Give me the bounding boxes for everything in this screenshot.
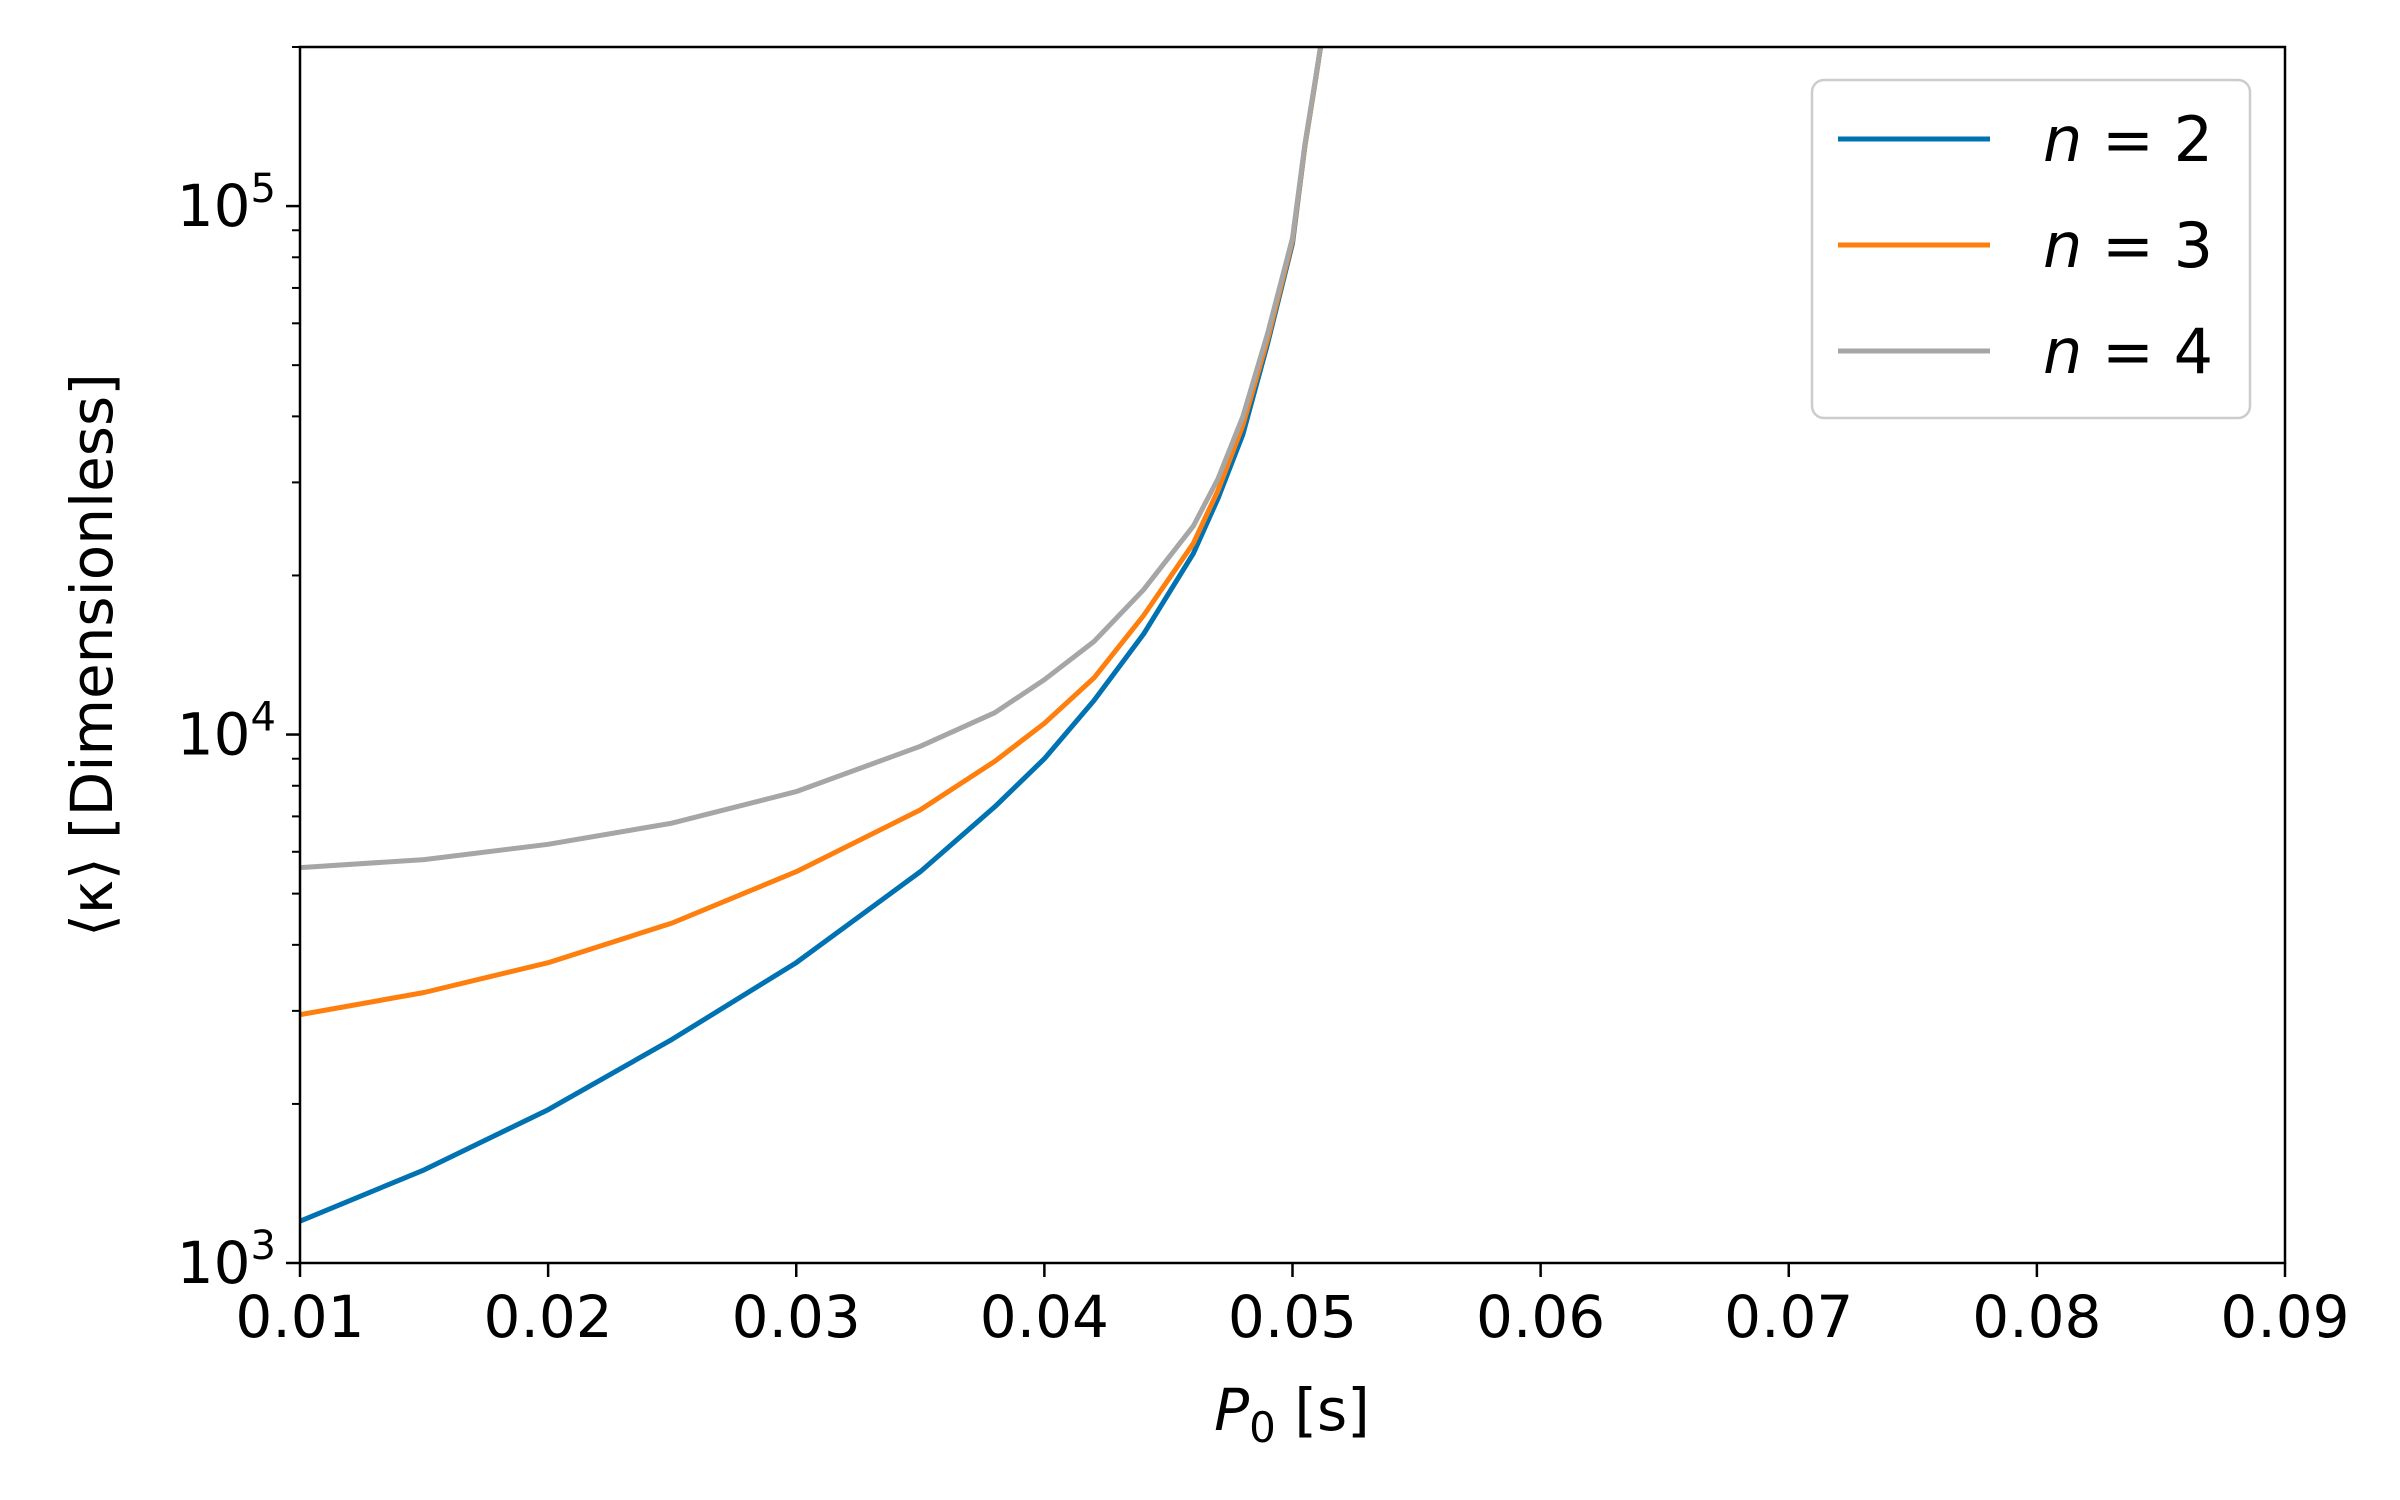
series-line-2 [300, 47, 1324, 871]
legend: n = 2 n = 3 n = 4 [1810, 78, 2252, 420]
legend-label-0: n = 2 [2043, 103, 2213, 176]
x-tick-label-7: 0.08 [1972, 1283, 2101, 1351]
legend-entries: n = 2 n = 3 n = 4 [1838, 103, 2213, 388]
legend-label-2: n = 4 [2043, 315, 2213, 388]
x-tick-label-0: 0.01 [235, 1283, 364, 1351]
x-tick-label-6: 0.07 [1724, 1283, 1853, 1351]
x-tick-label-4: 0.05 [1228, 1283, 1357, 1351]
x-tick-label-3: 0.04 [980, 1283, 1109, 1351]
legend-frame [1810, 78, 2252, 420]
y-axis-label: ⟨κ⟩ [Dimensionless] [58, 373, 126, 937]
ticks-layer: 0.01 0.02 0.03 0.04 0.05 0.06 0.07 0.08 0.09 103 1… [177, 46, 2350, 1351]
x-tick-label-1: 0.02 [484, 1283, 613, 1351]
plot-frame [298, 45, 2287, 1265]
y-tick-label-0: 103 [177, 1223, 276, 1297]
x-axis-label: P0 [s] [1214, 1376, 1370, 1452]
x-tick-label-5: 0.06 [1476, 1283, 1605, 1351]
x-tick-label-2: 0.03 [732, 1283, 861, 1351]
series-layer [300, 47, 1324, 1224]
y-tick-label-2: 105 [177, 166, 276, 240]
legend-label-1: n = 3 [2043, 209, 2213, 282]
x-tick-label-8: 0.09 [2220, 1283, 2349, 1351]
y-tick-label-1: 104 [177, 695, 276, 769]
